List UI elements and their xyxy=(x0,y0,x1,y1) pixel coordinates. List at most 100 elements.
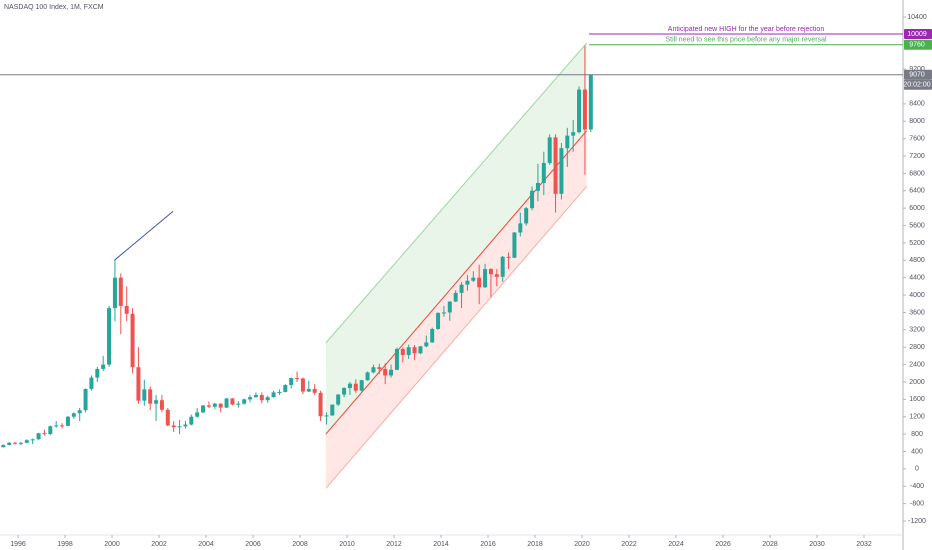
candle-body xyxy=(189,416,194,425)
x-tick-label: 2018 xyxy=(527,541,543,548)
y-tick-label: 10400 xyxy=(907,14,927,21)
candle-body xyxy=(265,397,270,401)
candle-body xyxy=(1,444,6,448)
candle-body xyxy=(518,223,523,233)
y-tick-label: 800 xyxy=(911,431,923,438)
x-tick-label: 2000 xyxy=(104,541,120,548)
candle-body xyxy=(530,190,535,209)
candle-body xyxy=(494,274,499,277)
candle-body xyxy=(436,312,441,329)
candle-body xyxy=(571,132,576,136)
y-tick-label: 2400 xyxy=(909,361,925,368)
candle-body xyxy=(318,392,323,417)
channel-upper-line xyxy=(325,42,588,344)
candle-body xyxy=(7,442,12,445)
candle-body xyxy=(383,368,388,376)
y-tick-label: 0 xyxy=(915,466,919,473)
candle-body xyxy=(582,89,587,130)
candle-body xyxy=(324,415,329,417)
candle-body xyxy=(101,364,106,369)
candle-body xyxy=(547,137,552,163)
candle-body xyxy=(65,416,70,426)
x-tick-label: 2024 xyxy=(668,541,684,548)
candle-body xyxy=(124,305,129,314)
candle-body xyxy=(13,442,18,444)
candle-body xyxy=(142,389,147,401)
chart-title: NASDAQ 100 Index, 1M, FXCM xyxy=(4,4,104,11)
candle-body xyxy=(453,292,458,302)
candle-body xyxy=(553,137,558,194)
y-tick-label: 3200 xyxy=(909,327,925,334)
y-tick-label: 3600 xyxy=(909,309,925,316)
candle-body xyxy=(477,277,482,288)
candle-body xyxy=(483,269,488,288)
x-tick-label: 2032 xyxy=(856,541,872,548)
candle-body xyxy=(565,135,570,149)
y-tick-label: 4400 xyxy=(909,275,925,282)
candle-body xyxy=(441,312,446,314)
y-tick-label: 7200 xyxy=(909,153,925,160)
candle-body xyxy=(471,277,476,281)
y-tick-label: 6400 xyxy=(909,188,925,195)
candle-body xyxy=(559,148,564,194)
candle-body xyxy=(271,392,276,398)
candle-body xyxy=(506,256,511,258)
x-tick-label: 2014 xyxy=(433,541,449,548)
y-tick-label: -400 xyxy=(910,483,924,490)
y-tick-label: 1200 xyxy=(909,414,925,421)
candle-body xyxy=(230,398,235,405)
candle-body xyxy=(300,378,305,392)
candle-body xyxy=(253,395,258,398)
candle-body xyxy=(430,328,435,343)
x-tick-label: 2022 xyxy=(621,541,637,548)
x-tick-label: 2016 xyxy=(480,541,496,548)
candle-body xyxy=(330,404,335,416)
candle-body xyxy=(112,277,117,309)
x-tick-label: 2028 xyxy=(762,541,778,548)
candle-body xyxy=(371,367,376,373)
candle-body xyxy=(488,269,493,275)
candle-body xyxy=(353,383,358,391)
price-label-box xyxy=(904,39,932,50)
y-tick-label: 7600 xyxy=(909,135,925,142)
candle-body xyxy=(289,378,294,386)
x-tick-label: 1998 xyxy=(57,541,73,548)
candle-body xyxy=(89,377,94,389)
x-tick-label: 2020 xyxy=(574,541,590,548)
candle-body xyxy=(418,346,423,354)
level-annotation: Still need to see this price before any … xyxy=(665,37,827,44)
candle-body xyxy=(177,426,182,428)
y-tick-label: 4000 xyxy=(909,292,925,299)
candle-body xyxy=(400,348,405,356)
candle-body xyxy=(183,424,188,427)
price-label-box xyxy=(904,69,932,80)
candle-body xyxy=(242,399,247,404)
channel-lower-line xyxy=(325,186,588,489)
candle-body xyxy=(588,74,593,130)
candle-body xyxy=(541,162,546,183)
candle-body xyxy=(394,348,399,370)
y-tick-label: 8400 xyxy=(909,101,925,108)
y-tick-label: 5600 xyxy=(909,222,925,229)
candle-body xyxy=(218,403,223,408)
candle-body xyxy=(30,439,35,441)
candle-body xyxy=(512,232,517,258)
y-tick-label: 6800 xyxy=(909,170,925,177)
x-tick-label: 2008 xyxy=(292,541,308,548)
y-tick-label: -800 xyxy=(910,500,924,507)
y-tick-label: -1200 xyxy=(908,518,926,525)
x-tick-label: 2026 xyxy=(715,541,731,548)
candle-body xyxy=(42,433,47,435)
candle-body xyxy=(465,280,470,285)
x-tick-label: 2010 xyxy=(339,541,355,548)
price-label: 9070 xyxy=(909,72,925,79)
candle-body xyxy=(389,369,394,376)
channel-middle-line xyxy=(325,130,588,435)
candle-body xyxy=(201,405,206,413)
candle-body xyxy=(54,425,59,427)
x-tick-label: 2012 xyxy=(386,541,402,548)
candle-body xyxy=(136,367,141,401)
candle-body xyxy=(342,388,347,395)
candle-body xyxy=(236,403,241,405)
